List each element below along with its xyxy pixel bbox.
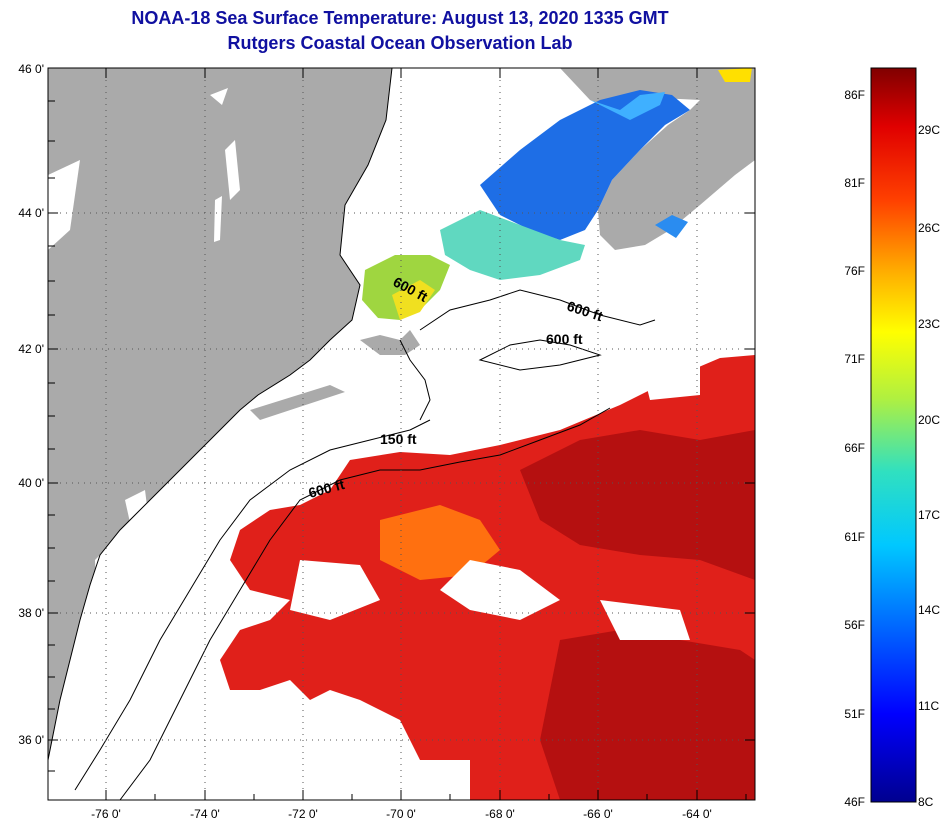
colorbar-f-81: 81F: [844, 176, 865, 190]
colorbar-c-11: 11C: [918, 699, 939, 713]
sst-warm-maine-patch: [718, 68, 752, 82]
lat-label-42: 42 0': [18, 342, 44, 356]
sst-hot-south: [540, 630, 755, 800]
depth-contour-nearshore: [399, 339, 431, 421]
great-lake-edge: [48, 160, 80, 250]
colorbar-c-14: 14C: [918, 603, 940, 617]
lake-feature: [210, 88, 228, 105]
sst-cold-scotian: [655, 215, 688, 238]
sst-warm-mass-bay: [392, 280, 435, 320]
colorbar-c-20: 20C: [918, 413, 940, 427]
lon-label-72: -72 0': [288, 807, 318, 821]
land-long-island: [250, 385, 345, 420]
lon-label-66: -66 0': [583, 807, 613, 821]
colorbar-c-26: 26C: [918, 221, 940, 235]
colorbar-c-29: 29C: [918, 123, 940, 137]
lon-label-68: -68 0': [485, 807, 515, 821]
lon-label-74: -74 0': [190, 807, 220, 821]
colorbar-c-8: 8C: [918, 795, 934, 809]
colorbar-f-86: 86F: [844, 88, 865, 102]
lon-grid: [105, 68, 698, 800]
colorbar-f-46: 46F: [844, 795, 865, 809]
lat-label-36: 36 0': [18, 733, 44, 747]
sst-cold-north: [590, 92, 665, 120]
cloud-gap-2: [290, 560, 380, 620]
lat-label-38: 38 0': [18, 606, 44, 620]
colorbar: [870, 67, 917, 803]
land-nova-scotia: [560, 68, 755, 250]
sst-cold-fundy: [480, 90, 690, 240]
delaware-bay: [125, 490, 150, 545]
colorbar-f-61: 61F: [844, 530, 865, 544]
land-us-coast: [48, 68, 392, 760]
cloud-gap-3: [640, 360, 700, 400]
contour-label-150ft: 150 ft: [380, 431, 417, 447]
depth-contour-600ft-shelf: [119, 407, 611, 800]
lake-feature-2: [225, 140, 240, 200]
colorbar-c-23: 23C: [918, 317, 940, 331]
colorbar-f-51: 51F: [844, 707, 865, 721]
contour-label-600ft-georges: 600 ft: [546, 331, 583, 347]
colorbar-f-66: 66F: [844, 441, 865, 455]
sst-mid-gulf-maine: [440, 210, 585, 280]
colorbar-f-56: 56F: [844, 618, 865, 632]
lon-label-64: -64 0': [682, 807, 712, 821]
land-cape-cod: [360, 330, 420, 355]
depth-contour-gulf-maine: [419, 289, 656, 331]
lat-label-46: 46 0': [18, 62, 44, 76]
colorbar-f-76: 76F: [844, 264, 865, 278]
lat-label-40: 40 0': [18, 476, 44, 490]
sst-hot-eddy: [520, 430, 755, 580]
colorbar-c-17: 17C: [918, 508, 940, 522]
lon-label-70: -70 0': [386, 807, 416, 821]
depth-contour-georges: [478, 339, 602, 371]
chesapeake-bay: [95, 545, 115, 660]
lake-feature-3: [214, 196, 222, 242]
cloud-gap-5: [600, 600, 690, 640]
depth-contour-150ft-shelf: [74, 419, 431, 791]
colorbar-f-71: 71F: [844, 352, 865, 366]
map-title: NOAA-18 Sea Surface Temperature: August …: [131, 8, 669, 28]
frame-ticks: [48, 68, 755, 800]
lat-label-44: 44 0': [18, 206, 44, 220]
lon-label-76: -76 0': [91, 807, 121, 821]
map-subtitle: Rutgers Coastal Ocean Observation Lab: [227, 33, 573, 53]
coastline: [48, 68, 393, 761]
